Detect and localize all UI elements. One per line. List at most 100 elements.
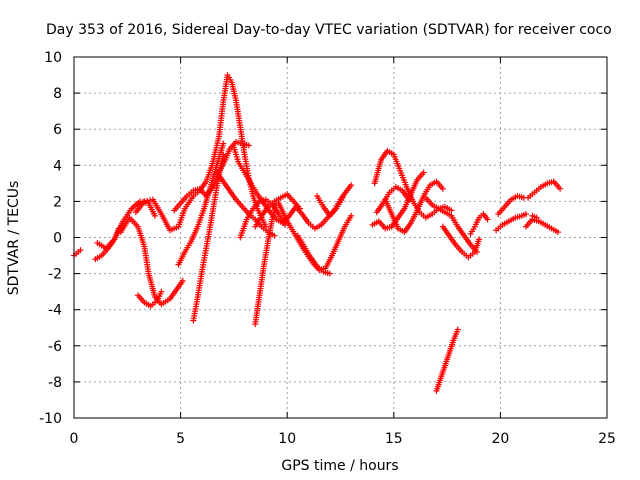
- data-point: [158, 297, 171, 308]
- data-point: [433, 377, 443, 394]
- data-point: [311, 223, 323, 232]
- series-track-25: [433, 326, 461, 394]
- data-point: [152, 212, 159, 219]
- data-point: [149, 196, 164, 215]
- data-point: [203, 224, 214, 252]
- x-axis-label: GPS time / hours: [281, 458, 398, 474]
- y-tick-label: -8: [48, 375, 62, 391]
- data-point: [134, 292, 146, 304]
- series-track-26: [495, 192, 527, 218]
- data-point: [395, 225, 406, 234]
- data-point: [467, 226, 477, 237]
- data-points: [71, 72, 564, 394]
- data-point: [220, 151, 227, 158]
- data-point: [427, 179, 438, 189]
- data-point: [454, 223, 466, 237]
- y-tick-labels: -10 -8 -6 -4 -2 0 2 4 6 8 10: [39, 50, 62, 427]
- data-point: [271, 232, 278, 239]
- y-tick-label: 8: [53, 86, 62, 102]
- data-point: [235, 158, 247, 174]
- y-tick-label: -10: [39, 411, 62, 427]
- data-point: [437, 364, 448, 382]
- data-point: [252, 215, 264, 230]
- data-point: [211, 173, 222, 203]
- series-track-03: [94, 198, 159, 252]
- x-tick-label: 5: [176, 431, 185, 447]
- data-point: [294, 232, 306, 248]
- data-point: [422, 212, 434, 221]
- data-point: [378, 149, 390, 163]
- data-point: [382, 196, 394, 215]
- data-point: [452, 241, 464, 254]
- data-point: [94, 239, 107, 250]
- series-track-06: [132, 72, 269, 234]
- data-point: [154, 290, 164, 304]
- data-point: [275, 200, 290, 223]
- data-point: [471, 216, 482, 230]
- series-track-27: [493, 211, 529, 234]
- data-point: [525, 191, 536, 201]
- data-point: [371, 159, 384, 187]
- data-point: [533, 214, 540, 221]
- data-point: [522, 218, 534, 230]
- series-track-14: [252, 200, 280, 328]
- data-point: [194, 207, 207, 230]
- data-point: [190, 296, 201, 324]
- data-point: [554, 229, 561, 236]
- y-tick-label: 6: [53, 122, 62, 138]
- data-point: [250, 200, 261, 212]
- data-point: [194, 271, 205, 301]
- y-tick-label: 10: [44, 50, 62, 66]
- data-point: [198, 247, 209, 275]
- data-point: [98, 247, 110, 259]
- y-tick-label: -4: [48, 303, 62, 319]
- data-point: [181, 195, 195, 212]
- y-tick-label: 4: [53, 158, 62, 174]
- data-point: [299, 211, 311, 225]
- data-point: [247, 180, 260, 196]
- data-point: [201, 186, 213, 212]
- data-point: [535, 218, 547, 227]
- ticks: [73, 56, 608, 419]
- data-point: [529, 212, 538, 220]
- data-point: [495, 205, 507, 218]
- data-point: [395, 207, 407, 221]
- data-point: [328, 240, 341, 259]
- data-point: [284, 191, 295, 203]
- series-track-17: [314, 192, 346, 219]
- x-tick-label: 10: [278, 431, 296, 447]
- data-point: [407, 209, 420, 227]
- data-point: [446, 232, 458, 246]
- x-tick-label: 0: [70, 431, 79, 447]
- data-point: [348, 182, 355, 189]
- data-point: [252, 294, 263, 328]
- data-point: [220, 178, 232, 192]
- y-tick-label: -6: [48, 339, 62, 355]
- data-point: [228, 79, 239, 102]
- data-point: [239, 140, 250, 148]
- data-point: [77, 247, 84, 254]
- data-point: [322, 254, 334, 272]
- data-point: [537, 181, 549, 190]
- data-point: [141, 243, 152, 275]
- data-point: [230, 144, 241, 163]
- data-point: [275, 211, 287, 226]
- data-point: [237, 218, 249, 241]
- data-point: [145, 270, 158, 298]
- y-tick-label: -2: [48, 267, 62, 283]
- data-point: [258, 205, 270, 219]
- data-point: [476, 236, 483, 243]
- data-point: [243, 207, 255, 223]
- data-point: [446, 339, 456, 357]
- x-tick-labels: 0 5 10 15 20 25: [70, 431, 616, 447]
- data-point: [420, 169, 427, 176]
- data-point: [439, 223, 451, 237]
- data-point: [505, 215, 517, 225]
- series-track-29: [522, 216, 561, 236]
- y-tick-label: 0: [53, 231, 62, 247]
- data-point: [341, 215, 353, 230]
- data-point: [233, 138, 244, 147]
- data-point: [461, 232, 473, 246]
- data-point: [388, 211, 401, 230]
